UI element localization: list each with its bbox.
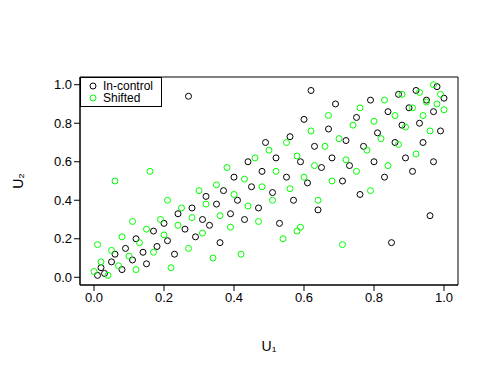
svg-text:0.6: 0.6: [54, 154, 72, 169]
svg-text:0.8: 0.8: [365, 290, 383, 305]
svg-text:1.0: 1.0: [54, 77, 72, 92]
svg-text:0.6: 0.6: [295, 290, 313, 305]
svg-text:0.4: 0.4: [225, 290, 243, 305]
html-text:Shifted: Shifted: [103, 91, 141, 105]
svg-text:0.0: 0.0: [54, 270, 72, 285]
svg-text:U₁: U₁: [262, 338, 277, 354]
svg-text:0.2: 0.2: [54, 231, 72, 246]
svg-text:U₂: U₂: [10, 173, 26, 189]
svg-text:1.0: 1.0: [435, 290, 453, 305]
svg-text:0.8: 0.8: [54, 116, 72, 131]
svg-text:0.2: 0.2: [155, 290, 173, 305]
html-text:In-control: In-control: [103, 79, 153, 93]
svg-text:0.0: 0.0: [85, 290, 103, 305]
svg-text:0.4: 0.4: [54, 193, 72, 208]
